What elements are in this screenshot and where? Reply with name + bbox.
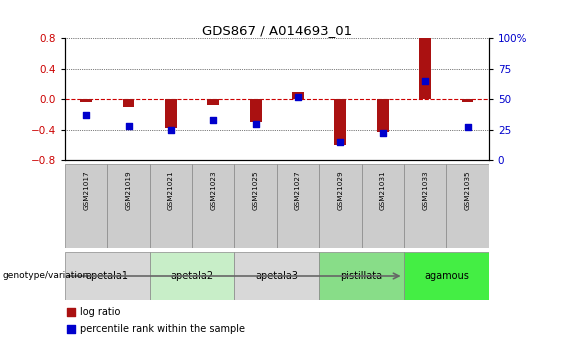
Bar	[404, 252, 489, 300]
Bar	[404, 164, 446, 248]
Text: GSM21027: GSM21027	[295, 171, 301, 210]
Point	[463, 125, 472, 130]
Bar	[319, 164, 362, 248]
Point	[420, 78, 430, 83]
Point	[67, 309, 76, 315]
Title: GDS867 / A014693_01: GDS867 / A014693_01	[202, 24, 352, 37]
Text: GSM21029: GSM21029	[337, 171, 344, 210]
Text: genotype/variation: genotype/variation	[3, 272, 89, 280]
Bar	[207, 99, 219, 105]
Bar	[80, 99, 92, 102]
Text: GSM21019: GSM21019	[125, 171, 132, 210]
Point	[167, 127, 176, 132]
Text: GSM21017: GSM21017	[83, 171, 89, 210]
Bar	[65, 252, 150, 300]
Text: GSM21021: GSM21021	[168, 171, 174, 210]
Text: GSM21031: GSM21031	[380, 171, 386, 210]
Point	[379, 131, 388, 136]
Bar	[277, 164, 319, 248]
Text: GSM21033: GSM21033	[422, 171, 428, 210]
Point	[336, 139, 345, 145]
Text: apetala3: apetala3	[255, 271, 298, 281]
Bar	[292, 91, 304, 99]
Text: apetala2: apetala2	[171, 271, 214, 281]
Point	[209, 117, 218, 123]
Bar	[419, 38, 431, 99]
Text: log ratio: log ratio	[80, 307, 120, 317]
Bar	[65, 164, 107, 248]
Bar	[446, 164, 489, 248]
Text: agamous: agamous	[424, 271, 469, 281]
Bar	[165, 99, 177, 128]
Point	[251, 121, 260, 127]
Text: pistillata: pistillata	[341, 271, 383, 281]
Bar	[234, 252, 319, 300]
Text: GSM21035: GSM21035	[464, 171, 471, 210]
Text: GSM21025: GSM21025	[253, 171, 259, 210]
Bar	[250, 99, 262, 122]
Point	[124, 124, 133, 129]
Bar	[123, 99, 134, 107]
Bar	[462, 99, 473, 102]
Bar	[362, 164, 404, 248]
Point	[67, 327, 76, 332]
Bar	[150, 252, 234, 300]
Bar	[234, 164, 277, 248]
Text: apetala1: apetala1	[86, 271, 129, 281]
Bar	[334, 99, 346, 145]
Bar	[319, 252, 404, 300]
Text: percentile rank within the sample: percentile rank within the sample	[80, 325, 245, 334]
Bar	[150, 164, 192, 248]
Bar	[192, 164, 234, 248]
Bar	[377, 99, 389, 132]
Text: GSM21023: GSM21023	[210, 171, 216, 210]
Bar	[107, 164, 150, 248]
Point	[294, 94, 303, 99]
Point	[82, 112, 91, 118]
